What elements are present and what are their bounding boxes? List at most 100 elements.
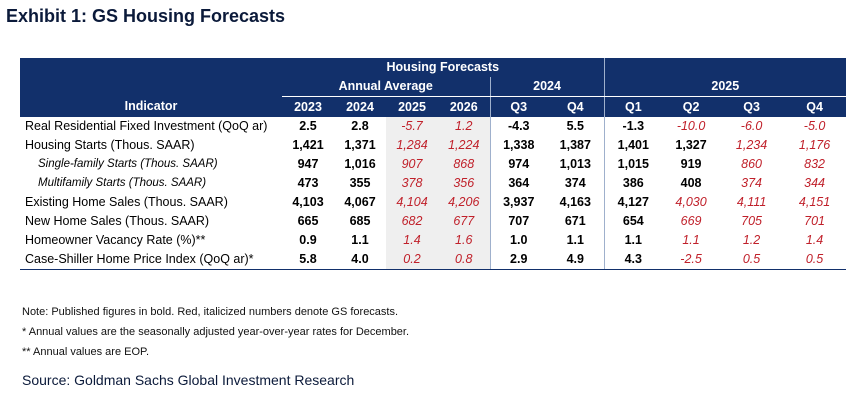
table-cell: 1.0	[489, 231, 547, 250]
table-cell: 907	[386, 155, 438, 174]
table-cell: 0.8	[438, 250, 490, 270]
col-header: 2024	[334, 96, 386, 117]
table-cell: 1.2	[742, 233, 761, 247]
table-cell: 408	[680, 176, 702, 190]
housing-forecast-table: Housing Forecasts Annual Average 2024 20…	[20, 58, 847, 270]
header-blank	[20, 58, 282, 77]
table-cell: 0.2	[386, 250, 438, 270]
indicator-label: Real Residential Fixed Investment (QoQ a…	[25, 119, 268, 133]
table-cell: 947	[297, 157, 319, 171]
header-blank-right	[603, 58, 847, 77]
table-cell: 1.1	[682, 233, 700, 247]
table-cell: 2.8	[351, 119, 369, 133]
col-header: Q1	[603, 96, 663, 117]
col-header: 2023	[282, 96, 334, 117]
col-header: 2025	[386, 96, 438, 117]
table-cell: 4,111	[736, 195, 767, 209]
table-cell: 473	[297, 176, 319, 190]
table-row: Multifamily Starts (Thous. SAAR) 473 355 37…	[20, 174, 846, 193]
table-cell: 1,224	[438, 136, 490, 155]
indicator-label: New Home Sales (Thous. SAAR)	[25, 214, 210, 228]
table-cell: 4,103	[292, 195, 324, 209]
col-header: Q2	[662, 96, 721, 117]
group-annual-average: Annual Average	[282, 77, 490, 97]
exhibit-title: Exhibit 1: GS Housing Forecasts	[6, 6, 286, 26]
table-cell: 2.9	[489, 250, 547, 270]
table-cell: 386	[603, 174, 663, 193]
table-cell: 707	[489, 212, 547, 231]
group-2025: 2025	[603, 77, 847, 97]
table-cell: 1,176	[798, 138, 831, 152]
table-cell: 677	[438, 212, 490, 231]
table-cell: -10.0	[676, 119, 706, 133]
table-cell: 0.5	[783, 250, 847, 270]
table-cell: -2.5	[662, 250, 721, 270]
table-cell: 5.8	[282, 250, 334, 270]
table-cell: 1,327	[675, 138, 707, 152]
table-cell: 974	[489, 155, 547, 174]
table-cell: 1,234	[735, 138, 768, 152]
table-cell: 1,284	[386, 136, 438, 155]
table-cell: 701	[804, 214, 825, 228]
table-cell: 1,013	[559, 157, 591, 171]
table-cell: 685	[349, 214, 371, 228]
table-cell: 1,015	[603, 155, 663, 174]
table-cell: 1,421	[292, 138, 324, 152]
table-cell: 1.1	[603, 231, 663, 250]
table-cell: 0.9	[299, 233, 317, 247]
footnote: Note: Published figures in bold. Red, it…	[22, 306, 399, 318]
table-cell: 378	[386, 174, 438, 193]
housing-forecast-table-panel: Housing Forecasts Annual Average 2024 20…	[20, 58, 847, 292]
col-header: 2026	[438, 96, 490, 117]
col-header: Q4	[547, 96, 605, 117]
table-cell: 1.4	[805, 233, 824, 247]
footnote: * Annual values are the seasonally adjus…	[22, 326, 410, 338]
table-cell: 4.3	[603, 250, 663, 270]
table-cell: 4,127	[603, 193, 663, 212]
indicator-header: Indicator	[20, 96, 282, 117]
table-cell: 1,371	[344, 138, 376, 152]
table-row: Existing Home Sales (Thous. SAAR) 4,103 4,…	[20, 193, 846, 212]
table-cell: -6.0	[740, 119, 763, 133]
group-2024: 2024	[489, 77, 605, 97]
table-cell: 4,163	[559, 195, 591, 209]
table-row: Case-Shiller Home Price Index (QoQ ar)* 5…	[20, 250, 847, 270]
table-cell: 5.5	[566, 119, 584, 133]
table-row: Real Residential Fixed Investment (QoQ a…	[20, 117, 846, 136]
indicator-label: Housing Starts (Thous. SAAR)	[25, 138, 195, 152]
table-body: Real Residential Fixed Investment (QoQ a…	[20, 117, 847, 270]
table-cell: 1,338	[489, 136, 547, 155]
table-cell: 1,016	[344, 157, 376, 171]
table-row: New Home Sales (Thous. SAAR) 665 685 682 677…	[20, 212, 846, 231]
indicator-label: Single-family Starts (Thous. SAAR)	[38, 158, 218, 170]
table-cell: 919	[680, 157, 702, 171]
table-cell: 4.9	[547, 250, 605, 270]
footnotes: Note: Published figures in bold. Red, it…	[22, 302, 409, 362]
col-header: Q4	[783, 96, 847, 117]
table-cell: 1.6	[438, 231, 490, 250]
table-cell: 355	[349, 176, 371, 190]
table-cell: 364	[489, 174, 547, 193]
col-header: Q3	[489, 96, 547, 117]
table-cell: 374	[564, 176, 586, 190]
table-cell: -4.3	[489, 117, 547, 136]
table-cell: -5.0	[803, 119, 826, 133]
table-cell: 832	[804, 157, 825, 171]
table-cell: 4,206	[438, 193, 490, 212]
table-cell: -1.3	[603, 117, 663, 136]
indicator-label: Multifamily Starts (Thous. SAAR)	[38, 177, 207, 189]
table-row: Single-family Starts (Thous. SAAR) 947 1,0…	[20, 155, 846, 174]
table-cell: 374	[741, 176, 762, 190]
table-cell: 4,151	[798, 195, 831, 209]
table-cell: 654	[603, 212, 663, 231]
table-cell: 3,937	[489, 193, 547, 212]
banner-housing-forecasts: Housing Forecasts	[282, 58, 605, 77]
table-cell: 1.4	[386, 231, 438, 250]
table-cell: 868	[438, 155, 490, 174]
table-cell: 344	[804, 176, 825, 190]
table-cell: 356	[438, 174, 490, 193]
table-cell: 860	[741, 157, 762, 171]
col-header: Q3	[720, 96, 784, 117]
table-cell: 705	[741, 214, 762, 228]
indicator-label: Case-Shiller Home Price Index (QoQ ar)*	[20, 250, 282, 270]
